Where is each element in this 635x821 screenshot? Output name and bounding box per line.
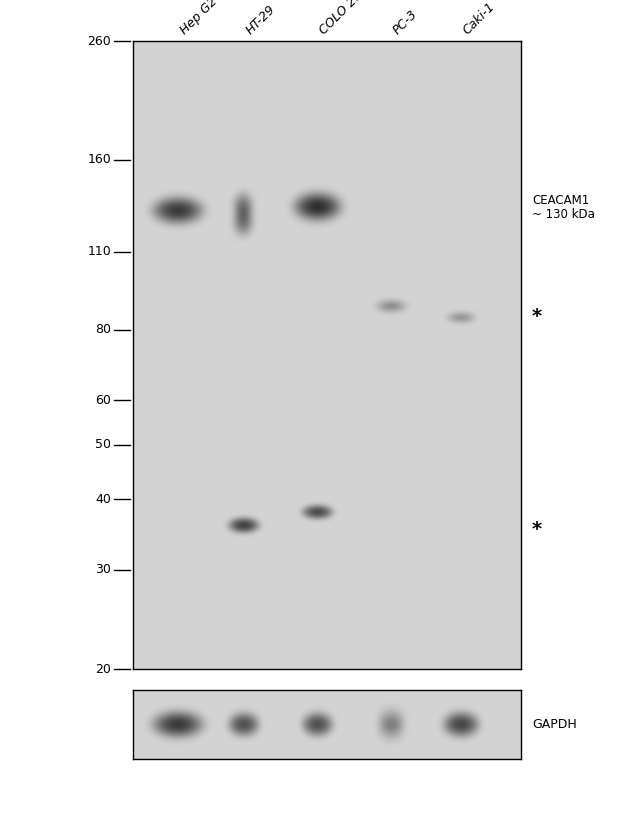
Text: PC-3: PC-3	[391, 7, 420, 37]
Text: ~ 130 kDa: ~ 130 kDa	[532, 208, 595, 221]
Text: 30: 30	[95, 563, 111, 576]
Text: 50: 50	[95, 438, 111, 452]
Text: 160: 160	[88, 154, 111, 167]
Text: *: *	[532, 306, 542, 326]
Text: HT-29: HT-29	[244, 2, 278, 37]
Text: 110: 110	[88, 245, 111, 258]
Text: Caki-1: Caki-1	[460, 0, 498, 37]
Text: *: *	[532, 520, 542, 539]
Text: COLO 205: COLO 205	[318, 0, 371, 37]
Text: 40: 40	[95, 493, 111, 506]
Text: CEACAM1: CEACAM1	[532, 195, 589, 208]
Text: 20: 20	[95, 663, 111, 676]
Text: GAPDH: GAPDH	[532, 718, 577, 731]
Text: Hep G2: Hep G2	[178, 0, 220, 37]
Text: 60: 60	[95, 393, 111, 406]
Text: 260: 260	[88, 34, 111, 48]
Text: 80: 80	[95, 323, 111, 336]
